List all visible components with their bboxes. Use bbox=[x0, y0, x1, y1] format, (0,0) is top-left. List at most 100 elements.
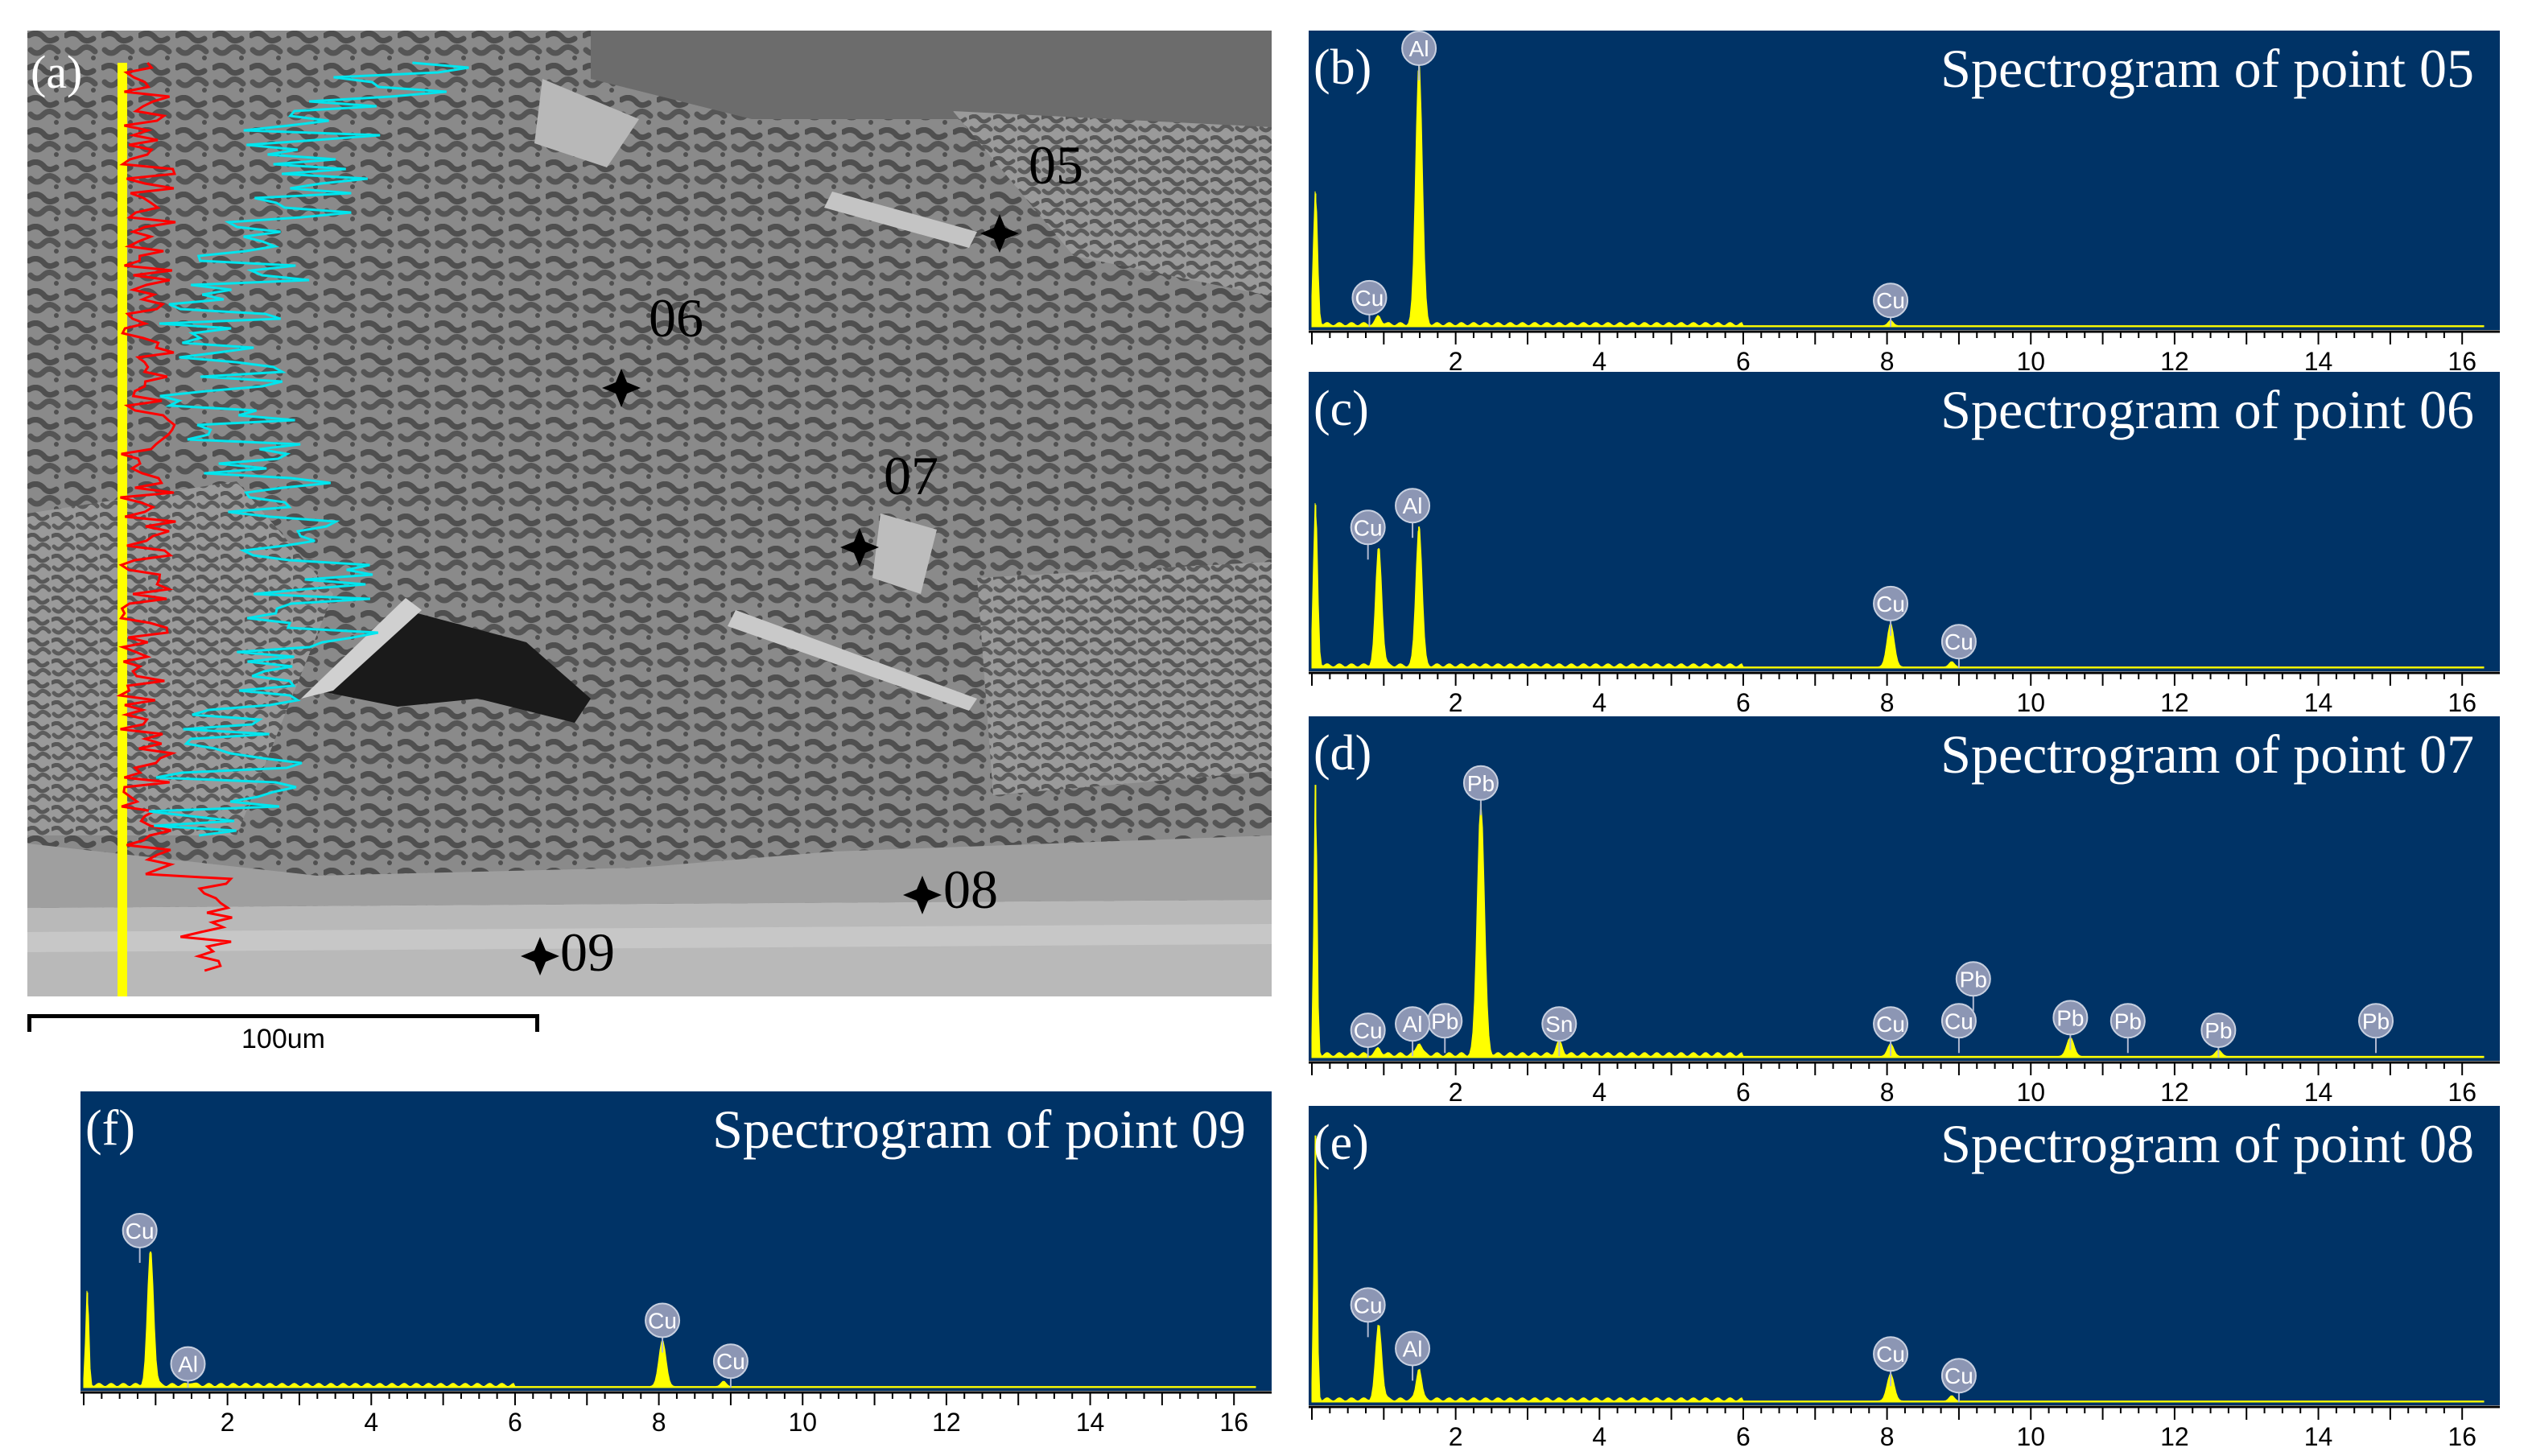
spectrum-panel-label: (d) bbox=[1313, 726, 1371, 781]
svg-text:Al: Al bbox=[1403, 1336, 1423, 1361]
x-tick-label: 16 bbox=[2448, 347, 2476, 376]
x-tick-label: 10 bbox=[2016, 688, 2045, 717]
linescan-axis-bar bbox=[118, 63, 127, 996]
svg-text:Cu: Cu bbox=[1876, 1342, 1905, 1367]
svg-text:Cu: Cu bbox=[1354, 1018, 1383, 1043]
svg-text:Cu: Cu bbox=[126, 1219, 155, 1244]
x-tick-label: 16 bbox=[2448, 688, 2476, 717]
x-tick-label: 4 bbox=[1592, 1078, 1606, 1107]
scale-bar-label: 100um bbox=[241, 1024, 325, 1054]
point-marker-07 bbox=[840, 528, 879, 567]
element-label-cu: Cu bbox=[1940, 624, 1977, 668]
svg-text:Cu: Cu bbox=[1354, 515, 1383, 540]
spectrum-background bbox=[80, 1091, 1272, 1391]
spectrum-svg: Al Cu Cu Spectrogram of point 05 (b) 2 4 6 8 10 12… bbox=[1309, 31, 2500, 376]
x-tick-label: 10 bbox=[788, 1408, 817, 1437]
x-tick-label: 14 bbox=[2304, 347, 2333, 376]
svg-text:Cu: Cu bbox=[716, 1349, 745, 1374]
point-label-07: 07 bbox=[884, 445, 938, 506]
sem-micrograph: (a) 05 06 07 08 09 bbox=[27, 31, 1272, 996]
spectrum-title: Spectrogram of point 05 bbox=[1940, 38, 2474, 99]
svg-text:Cu: Cu bbox=[1876, 288, 1905, 313]
element-label-cu: Cu bbox=[645, 1302, 681, 1353]
scale-bar-line bbox=[27, 1014, 539, 1018]
element-label-pb: Pb bbox=[2200, 1013, 2237, 1058]
spectrum-area bbox=[1311, 66, 2485, 328]
element-label-cu: Cu bbox=[1351, 279, 1388, 327]
spectrum-svg: Cu Al Cu Cu Spectrogram of point 08 (e) 2 4 6 8 10… bbox=[1309, 1106, 2500, 1451]
spectrum-panel-label: (c) bbox=[1313, 382, 1369, 436]
x-tick-label: 4 bbox=[364, 1408, 378, 1437]
spectrum-background bbox=[1309, 31, 2500, 330]
svg-text:Pb: Pb bbox=[2114, 1008, 2142, 1033]
element-label-pb: Pb bbox=[1427, 1003, 1463, 1054]
spectrum-svg: Pb Pb Al Cu Sn Cu Cu Pb Pb Pb Pb Pb Spectrogram of p… bbox=[1309, 716, 2500, 1107]
x-tick-label: 10 bbox=[2016, 347, 2045, 376]
svg-text:Pb: Pb bbox=[2056, 1005, 2084, 1030]
point-marker-09 bbox=[521, 937, 559, 975]
point-label-09: 09 bbox=[560, 922, 615, 983]
element-label-pb: Pb bbox=[1955, 961, 1991, 1012]
x-tick-label: 2 bbox=[1449, 688, 1463, 717]
x-tick-label: 14 bbox=[1076, 1408, 1105, 1437]
x-tick-label: 16 bbox=[1219, 1408, 1248, 1437]
point-marker-06 bbox=[602, 369, 641, 407]
point-label-06: 06 bbox=[649, 287, 703, 349]
x-tick-label: 8 bbox=[1880, 1078, 1895, 1107]
x-tick-label: 12 bbox=[2160, 1078, 2189, 1107]
point-label-05: 05 bbox=[1029, 134, 1083, 196]
svg-text:Cu: Cu bbox=[1876, 592, 1905, 617]
svg-text:Cu: Cu bbox=[1354, 1293, 1383, 1318]
x-tick-label: 8 bbox=[1880, 688, 1895, 717]
x-tick-label: 8 bbox=[652, 1408, 666, 1437]
x-tick-label: 4 bbox=[1592, 347, 1606, 376]
x-tick-label: 14 bbox=[2304, 688, 2333, 717]
x-tick-label: 14 bbox=[2304, 1422, 2333, 1451]
point-marker-05 bbox=[980, 214, 1019, 253]
x-tick-label: 4 bbox=[1592, 1422, 1606, 1451]
element-label-cu: Cu bbox=[1350, 1287, 1386, 1338]
x-tick-label: 2 bbox=[1449, 1078, 1463, 1107]
element-label-cu: Cu bbox=[1873, 585, 1909, 636]
svg-text:Pb: Pb bbox=[1960, 967, 1987, 992]
x-tick-label: 2 bbox=[1449, 347, 1463, 376]
svg-text:Al: Al bbox=[178, 1352, 198, 1377]
element-label-cu: Cu bbox=[122, 1213, 158, 1263]
svg-text:Cu: Cu bbox=[1355, 286, 1384, 311]
linescan-cyan-profile bbox=[148, 61, 469, 837]
x-tick-label: 8 bbox=[1880, 347, 1895, 376]
svg-text:Pb: Pb bbox=[2362, 1008, 2390, 1033]
spectrum-svg: Cu Al Cu Cu Spectrogram of point 09 (f) 2 4 6 8 10… bbox=[80, 1091, 1272, 1437]
x-tick-label: 6 bbox=[508, 1408, 522, 1437]
element-label-al: Al bbox=[1401, 31, 1437, 80]
svg-text:Pb: Pb bbox=[1431, 1008, 1458, 1033]
x-tick-label: 10 bbox=[2016, 1422, 2045, 1451]
point-marker-08 bbox=[903, 876, 942, 914]
x-tick-label: 6 bbox=[1736, 688, 1751, 717]
spectrum-panel-label: (b) bbox=[1313, 40, 1371, 95]
scale-bar-tick-left bbox=[27, 1014, 31, 1032]
x-tick-label: 12 bbox=[932, 1408, 961, 1437]
element-label-cu: Cu bbox=[1350, 1013, 1386, 1058]
svg-text:Al: Al bbox=[1403, 1012, 1423, 1037]
element-label-al: Al bbox=[1395, 1330, 1431, 1381]
linescan-red-profile bbox=[116, 62, 234, 972]
svg-text:Cu: Cu bbox=[1944, 1008, 1973, 1033]
element-label-al: Al bbox=[170, 1346, 206, 1388]
spectrum-panel-c: Cu Al Cu Cu Spectrogram of point 06 (c) 2 4 6 8 10… bbox=[1309, 372, 2500, 720]
panel-label-a: (a) bbox=[31, 46, 83, 98]
element-label-cu: Cu bbox=[1873, 283, 1909, 327]
sem-image bbox=[27, 31, 1272, 996]
svg-text:Pb: Pb bbox=[1467, 771, 1495, 796]
svg-text:Al: Al bbox=[1403, 493, 1423, 518]
spectrum-panel-label: (e) bbox=[1313, 1116, 1369, 1170]
x-tick-label: 2 bbox=[221, 1408, 235, 1437]
x-tick-label: 14 bbox=[2304, 1078, 2333, 1107]
spectrum-area bbox=[1311, 1139, 2485, 1403]
x-tick-label: 4 bbox=[1592, 688, 1606, 717]
x-tick-label: 10 bbox=[2016, 1078, 2045, 1107]
element-label-pb: Pb bbox=[2052, 1000, 2089, 1050]
element-label-pb: Pb bbox=[2109, 1003, 2146, 1054]
svg-text:Pb: Pb bbox=[2204, 1018, 2232, 1043]
element-label-al: Al bbox=[1395, 488, 1431, 538]
